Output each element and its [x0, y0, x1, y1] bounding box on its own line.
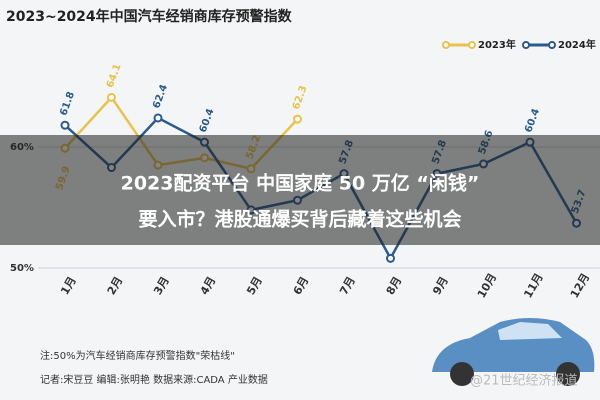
overlay-band	[0, 135, 600, 245]
footer-note: 注:50%为汽车经销商库存预警指数"荣枯线"	[40, 349, 235, 362]
legend-marker	[442, 41, 450, 49]
car	[432, 318, 595, 386]
point	[293, 114, 302, 124]
car-wheel	[450, 362, 474, 386]
car-wheel	[556, 362, 580, 386]
legend-label: 2024年	[558, 38, 596, 51]
legend-marker	[468, 41, 476, 49]
legend-marker	[548, 41, 556, 49]
car-window	[498, 322, 562, 340]
legend: 2023年 2024年	[442, 38, 596, 51]
point	[60, 120, 70, 130]
overlay-line: 2023配资平台 中国家庭 50 万亿 “闲钱”	[121, 172, 480, 195]
chart-title: 2023~2024年中国汽车经销商库存预警指数	[6, 8, 293, 25]
point	[107, 92, 116, 102]
legend-label: 2023年	[478, 38, 516, 51]
point	[153, 113, 163, 123]
watermark: @21世纪经济报道	[470, 374, 578, 389]
y-tick-label: 50%	[10, 263, 34, 274]
overlay-line: 要入市？港股通爆买背后藏着这些机会	[138, 208, 461, 231]
footer-credits: 记者:宋豆豆 编辑:张明艳 数据来源:CADA 产业数据	[40, 373, 268, 386]
legend-marker	[522, 41, 530, 49]
point	[386, 253, 395, 263]
